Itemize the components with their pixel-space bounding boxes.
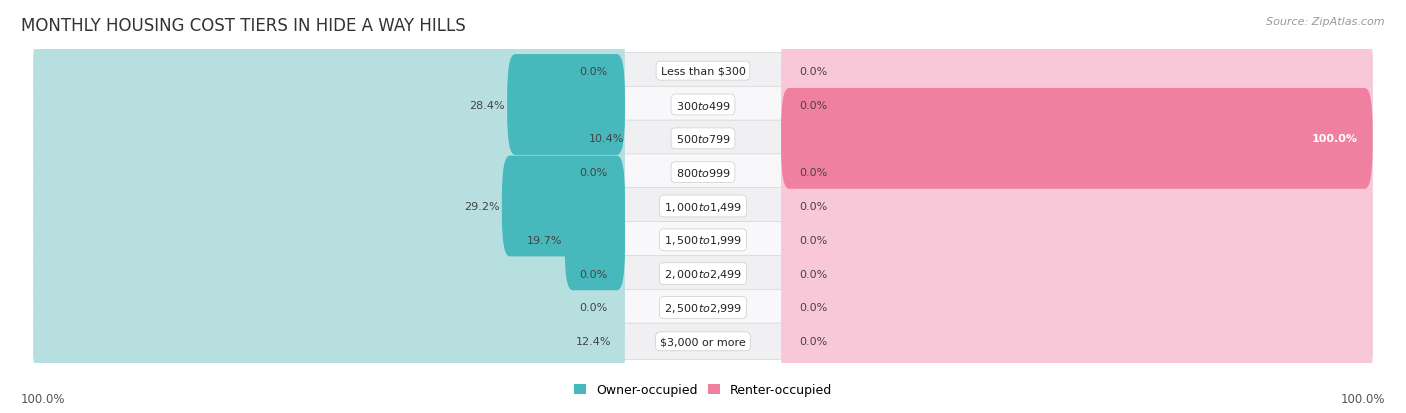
- Text: 0.0%: 0.0%: [799, 202, 827, 211]
- FancyBboxPatch shape: [34, 55, 624, 156]
- FancyBboxPatch shape: [34, 156, 624, 257]
- Legend: Owner-occupied, Renter-occupied: Owner-occupied, Renter-occupied: [568, 378, 838, 401]
- FancyBboxPatch shape: [782, 156, 1372, 257]
- Text: 0.0%: 0.0%: [579, 66, 607, 76]
- Text: 0.0%: 0.0%: [799, 337, 827, 347]
- Text: $500 to $799: $500 to $799: [675, 133, 731, 145]
- FancyBboxPatch shape: [34, 21, 624, 122]
- Text: Source: ZipAtlas.com: Source: ZipAtlas.com: [1267, 17, 1385, 26]
- Text: 10.4%: 10.4%: [589, 134, 624, 144]
- Text: $2,000 to $2,499: $2,000 to $2,499: [664, 268, 742, 280]
- FancyBboxPatch shape: [34, 123, 624, 223]
- Text: 12.4%: 12.4%: [575, 337, 612, 347]
- FancyBboxPatch shape: [34, 257, 624, 358]
- FancyBboxPatch shape: [34, 291, 624, 392]
- Text: $2,500 to $2,999: $2,500 to $2,999: [664, 301, 742, 314]
- Text: 100.0%: 100.0%: [21, 392, 66, 405]
- Text: 0.0%: 0.0%: [579, 303, 607, 313]
- Text: 19.7%: 19.7%: [527, 235, 562, 245]
- Text: 29.2%: 29.2%: [464, 202, 501, 211]
- FancyBboxPatch shape: [508, 55, 624, 156]
- FancyBboxPatch shape: [782, 89, 1372, 189]
- FancyBboxPatch shape: [782, 21, 1372, 122]
- Text: 100.0%: 100.0%: [1340, 392, 1385, 405]
- Text: 0.0%: 0.0%: [799, 100, 827, 110]
- Text: $800 to $999: $800 to $999: [675, 167, 731, 179]
- Text: 0.0%: 0.0%: [799, 168, 827, 178]
- Text: 0.0%: 0.0%: [799, 235, 827, 245]
- FancyBboxPatch shape: [34, 188, 1372, 225]
- FancyBboxPatch shape: [34, 121, 1372, 157]
- Text: 28.4%: 28.4%: [470, 100, 505, 110]
- FancyBboxPatch shape: [34, 323, 1372, 360]
- FancyBboxPatch shape: [782, 291, 1372, 392]
- Text: 0.0%: 0.0%: [799, 269, 827, 279]
- FancyBboxPatch shape: [782, 190, 1372, 290]
- FancyBboxPatch shape: [34, 290, 1372, 326]
- FancyBboxPatch shape: [34, 222, 1372, 259]
- FancyBboxPatch shape: [34, 154, 1372, 191]
- Text: $3,000 or more: $3,000 or more: [661, 337, 745, 347]
- FancyBboxPatch shape: [782, 257, 1372, 358]
- Text: $1,500 to $1,999: $1,500 to $1,999: [664, 234, 742, 247]
- FancyBboxPatch shape: [782, 224, 1372, 324]
- FancyBboxPatch shape: [782, 55, 1372, 156]
- Text: 100.0%: 100.0%: [1312, 134, 1358, 144]
- FancyBboxPatch shape: [782, 123, 1372, 223]
- Text: MONTHLY HOUSING COST TIERS IN HIDE A WAY HILLS: MONTHLY HOUSING COST TIERS IN HIDE A WAY…: [21, 17, 465, 34]
- FancyBboxPatch shape: [34, 224, 624, 324]
- FancyBboxPatch shape: [34, 53, 1372, 90]
- Text: $1,000 to $1,499: $1,000 to $1,499: [664, 200, 742, 213]
- Text: 0.0%: 0.0%: [799, 66, 827, 76]
- Text: 0.0%: 0.0%: [799, 303, 827, 313]
- FancyBboxPatch shape: [34, 190, 624, 290]
- Text: $300 to $499: $300 to $499: [675, 99, 731, 111]
- Text: 0.0%: 0.0%: [579, 269, 607, 279]
- FancyBboxPatch shape: [34, 256, 1372, 292]
- FancyBboxPatch shape: [565, 190, 624, 290]
- Text: Less than $300: Less than $300: [661, 66, 745, 76]
- FancyBboxPatch shape: [34, 87, 1372, 123]
- FancyBboxPatch shape: [502, 156, 624, 257]
- FancyBboxPatch shape: [782, 89, 1372, 189]
- Text: 0.0%: 0.0%: [579, 168, 607, 178]
- FancyBboxPatch shape: [34, 89, 624, 189]
